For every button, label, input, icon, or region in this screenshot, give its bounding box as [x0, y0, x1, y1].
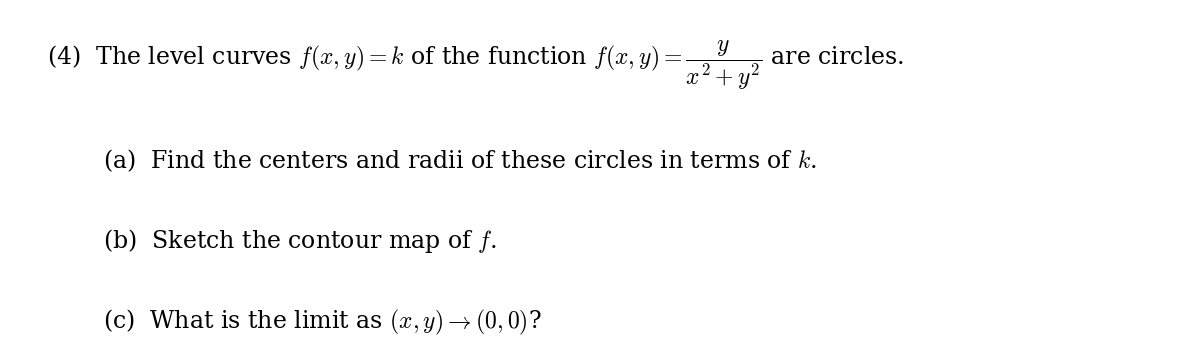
- Text: (b)  Sketch the contour map of $f$.: (b) Sketch the contour map of $f$.: [103, 227, 497, 255]
- Text: (4)  The level curves $f(x, y) = k$ of the function $f(x, y) = \dfrac{y}{x^2+y^2: (4) The level curves $f(x, y) = k$ of th…: [47, 39, 904, 93]
- Text: (c)  What is the limit as $(x, y) \to (0, 0)$?: (c) What is the limit as $(x, y) \to (0,…: [103, 309, 541, 337]
- Text: (a)  Find the centers and radii of these circles in terms of $k$.: (a) Find the centers and radii of these …: [103, 147, 817, 174]
